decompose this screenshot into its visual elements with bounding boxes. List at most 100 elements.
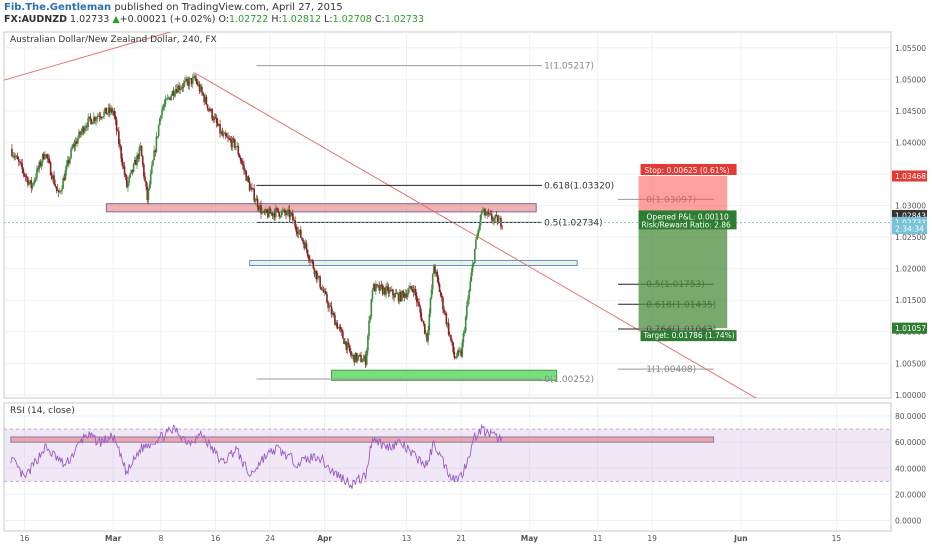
candle-body bbox=[322, 289, 325, 293]
candle-body bbox=[405, 293, 408, 297]
stop-label-bg bbox=[640, 164, 737, 176]
candle-body bbox=[66, 159, 69, 165]
candle-body bbox=[152, 160, 154, 166]
candle-body bbox=[486, 212, 489, 215]
candle-body bbox=[206, 104, 209, 109]
candle-body bbox=[102, 116, 104, 118]
fib-level-label: 1(1.05217) bbox=[544, 62, 594, 72]
main-pane[interactable] bbox=[3, 31, 892, 399]
y-tick-label: 1.01500 bbox=[895, 296, 926, 305]
candle-body bbox=[54, 183, 56, 187]
candle-body bbox=[385, 286, 387, 295]
price-badge bbox=[892, 322, 927, 334]
candle-body bbox=[270, 212, 273, 214]
candle-body bbox=[97, 115, 100, 117]
candle-body bbox=[229, 139, 232, 141]
mid-zone[interactable] bbox=[249, 259, 578, 266]
candle-body bbox=[422, 320, 425, 324]
uptrend-line[interactable] bbox=[0, 13, 236, 108]
candle-body bbox=[466, 306, 468, 317]
candle-body bbox=[139, 145, 142, 148]
candle-body bbox=[497, 219, 500, 224]
candle-body bbox=[352, 354, 354, 357]
candle-body bbox=[196, 81, 199, 86]
candle-body bbox=[401, 290, 403, 301]
candle-body bbox=[95, 118, 97, 121]
high-label: H: bbox=[271, 14, 282, 25]
price-badge-label: 1.02843 bbox=[895, 211, 926, 220]
candle-body bbox=[304, 243, 307, 249]
candle-body bbox=[442, 297, 444, 310]
y-tick-label: 1.00500 bbox=[895, 359, 926, 368]
candle-body bbox=[141, 156, 144, 165]
candle-body bbox=[211, 109, 213, 119]
candle-body bbox=[256, 198, 259, 208]
candle-body bbox=[143, 164, 145, 177]
candle-body bbox=[111, 108, 113, 113]
low-value: 1.02708 bbox=[332, 14, 372, 25]
high-value: 1.02812 bbox=[281, 14, 322, 25]
candle-body bbox=[419, 306, 422, 313]
rsi-pane[interactable] bbox=[3, 402, 892, 532]
candle-body bbox=[105, 107, 108, 115]
candle-body bbox=[38, 161, 41, 170]
candle-body bbox=[174, 89, 177, 94]
candle-body bbox=[268, 208, 270, 218]
candle-body bbox=[164, 98, 167, 105]
candle-body bbox=[12, 155, 14, 157]
x-tick-label: 11 bbox=[593, 534, 603, 543]
candle-body bbox=[331, 312, 334, 315]
candle-body bbox=[489, 213, 492, 215]
candle-body bbox=[22, 168, 25, 174]
candle-body bbox=[488, 213, 491, 215]
candle-body bbox=[112, 110, 114, 113]
candle-body bbox=[380, 284, 383, 287]
rsi-line[interactable] bbox=[10, 423, 503, 489]
x-tick-label: 21 bbox=[456, 534, 466, 543]
candle-body bbox=[402, 290, 404, 294]
target-zone[interactable] bbox=[638, 222, 728, 329]
candle-body bbox=[491, 214, 493, 220]
candle-body bbox=[24, 175, 27, 177]
candle-body bbox=[214, 116, 217, 119]
candle-body bbox=[303, 242, 306, 249]
candle-body bbox=[306, 249, 309, 256]
candle-body bbox=[388, 290, 391, 294]
last-price: 1.02733 bbox=[70, 14, 110, 25]
candle-body bbox=[339, 327, 342, 329]
candle-body bbox=[37, 168, 39, 170]
author-name[interactable]: Fib.The.Gentleman bbox=[4, 2, 112, 13]
resistance-zone[interactable] bbox=[105, 203, 537, 213]
candle-body bbox=[445, 313, 448, 325]
candle-body bbox=[145, 181, 147, 187]
y-tick-label: 1.04000 bbox=[895, 138, 926, 147]
candle-body bbox=[360, 355, 362, 363]
candle-body bbox=[23, 173, 26, 176]
candle-body bbox=[293, 220, 295, 221]
candle-body bbox=[325, 291, 327, 294]
candle-body bbox=[231, 138, 234, 148]
candle-body bbox=[213, 116, 216, 121]
rsi-tick-label: 40.0000 bbox=[895, 464, 926, 473]
y-tick-label: 1.02500 bbox=[895, 233, 926, 242]
candle-body bbox=[365, 350, 368, 365]
rsi-resistance-band[interactable] bbox=[10, 436, 715, 443]
symbol: FX:AUDNZD bbox=[4, 14, 67, 25]
candle-body bbox=[383, 287, 385, 294]
candle-body bbox=[337, 327, 340, 329]
candle-body bbox=[235, 146, 237, 148]
candle-body bbox=[75, 141, 78, 144]
candle-body bbox=[496, 215, 499, 224]
candle-body bbox=[400, 292, 402, 301]
candle-body bbox=[438, 283, 441, 292]
candle-body bbox=[487, 212, 490, 214]
candle-body bbox=[342, 331, 344, 339]
candle-body bbox=[273, 213, 276, 218]
candle-body bbox=[165, 98, 168, 100]
support-zone[interactable] bbox=[331, 369, 558, 381]
candle-body bbox=[17, 159, 20, 162]
pnl-label-bg bbox=[638, 210, 737, 230]
candle-body bbox=[483, 208, 485, 212]
rsi-pane-title: RSI (14, close) bbox=[10, 406, 75, 416]
